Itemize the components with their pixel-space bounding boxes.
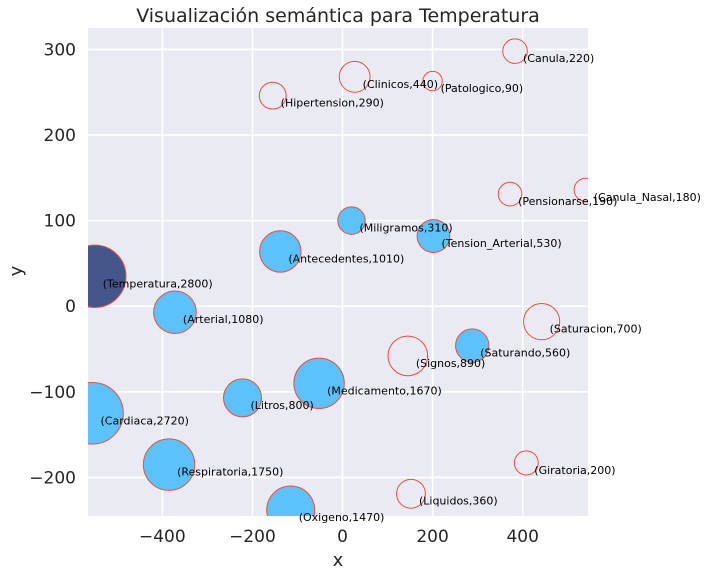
point-label: (Medicamento,1670) (327, 384, 442, 397)
x-tick-label: −200 (229, 527, 276, 547)
y-tick-label: 300 (44, 40, 76, 60)
x-tick-label: 200 (416, 527, 448, 547)
point-label: (Clinicos,440) (363, 78, 438, 91)
point-cardiaca (88, 381, 124, 445)
y-axis-ticks: −200 −100 0 100 200 300 (29, 40, 76, 488)
point-label: (Temperatura,2800) (103, 277, 213, 290)
y-tick-label: −200 (29, 468, 76, 488)
point-pensionarse (497, 181, 523, 207)
point-label: (Miligramos,310) (360, 222, 453, 235)
point-miligramos (337, 206, 366, 235)
data-points (88, 38, 588, 516)
point-label: (Saturando,560) (480, 347, 570, 360)
point-label: (Antecedentes,1010) (288, 252, 404, 265)
point-temperatura (88, 244, 127, 308)
point-giratoria (513, 450, 539, 476)
y-tick-label: 200 (44, 126, 76, 146)
point-label: (Hipertension,290) (281, 97, 384, 110)
point-label: (Canula_Nasal,180) (594, 191, 701, 204)
x-tick-label: −400 (139, 527, 186, 547)
y-axis-label: y (6, 265, 27, 276)
point-tension-arterial (416, 219, 451, 253)
point-canula-nasal (573, 177, 588, 202)
point-label: (Tension_Arterial,530) (441, 237, 561, 250)
chart-title: Visualización semántica para Temperatura (136, 5, 540, 27)
point-patologico (422, 70, 443, 92)
point-oxigeno (266, 485, 316, 516)
point-label: (Arterial,1080) (183, 313, 264, 326)
point-hipertension (258, 81, 287, 110)
y-tick-label: −100 (29, 383, 76, 403)
point-label: (Saturacion,700) (550, 323, 642, 336)
point-litros (223, 378, 263, 418)
point-label: (Respiratoria,1750) (177, 466, 283, 479)
point-label: (Oxigeno,1470) (299, 511, 385, 524)
point-labels: (Temperatura,2800) (Cardiaca,2720) (Respir… (101, 52, 701, 524)
point-arterial (153, 290, 197, 335)
point-saturacion (523, 303, 561, 341)
point-label: (Cardiaca,2720) (101, 414, 189, 427)
point-medicamento (293, 357, 345, 409)
point-label: (Giratoria,200) (534, 464, 615, 477)
point-canula (502, 38, 528, 64)
point-label: (Pensionarse,190) (518, 195, 617, 208)
y-tick-label: 0 (65, 297, 76, 317)
point-label: (Patologico,90) (441, 82, 524, 95)
x-axis-ticks: −400 −200 0 200 400 (139, 527, 539, 547)
x-tick-label: 400 (506, 527, 538, 547)
point-label: (Litros,800) (251, 399, 314, 412)
y-tick-label: 100 (44, 212, 76, 232)
point-antecedentes (259, 230, 302, 273)
point-saturando (455, 328, 490, 363)
point-label: (Signos,890) (416, 357, 486, 370)
point-liquidos (396, 478, 426, 509)
plot-area (88, 28, 588, 516)
point-clinicos (338, 60, 371, 93)
point-signos (387, 335, 429, 377)
point-label: (Liquidos,360) (419, 495, 498, 508)
x-tick-label: 0 (337, 527, 348, 547)
point-label: (Canula,220) (523, 52, 594, 65)
x-axis-label: x (333, 550, 344, 571)
point-respiratoria (142, 438, 196, 491)
